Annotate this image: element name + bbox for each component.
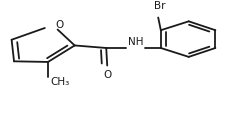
Text: O: O xyxy=(55,20,63,30)
Text: O: O xyxy=(103,70,112,80)
Text: Br: Br xyxy=(154,1,165,11)
Text: NH: NH xyxy=(128,37,143,47)
Text: CH₃: CH₃ xyxy=(51,77,70,87)
